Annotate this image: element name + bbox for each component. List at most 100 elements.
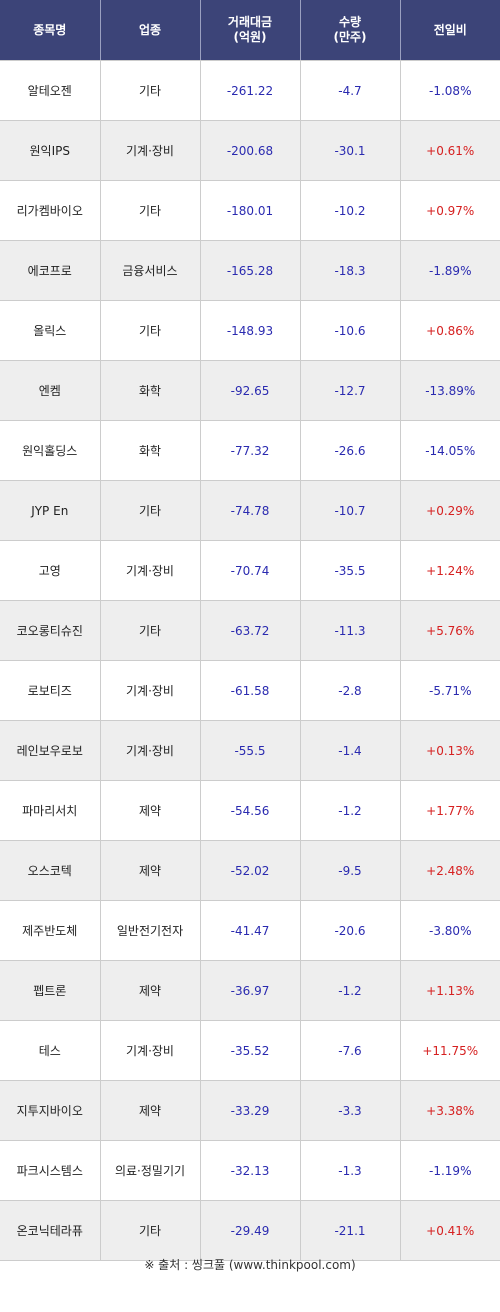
cell-change-rate: -14.05% [400,420,500,481]
source-note: ※ 출처 : 씽크풀 (www.thinkpool.com) [144,1258,356,1272]
header-name: 종목명 [0,0,101,61]
table-row: JYP En 기타 -74.78 -10.7 +0.29% [0,480,500,541]
cell-trade-amount: -41.47 [200,900,301,961]
cell-sector: 기계·장비 [100,720,201,781]
cell-quantity: -18.3 [300,240,401,301]
cell-quantity: -30.1 [300,120,401,181]
cell-stock-name: 테스 [0,1020,101,1081]
cell-quantity: -1.2 [300,780,401,841]
cell-trade-amount: -29.49 [200,1200,301,1261]
cell-stock-name: 코오롱티슈진 [0,600,101,661]
cell-quantity: -1.3 [300,1140,401,1201]
cell-change-rate: +1.13% [400,960,500,1021]
cell-stock-name: 펩트론 [0,960,101,1021]
cell-stock-name: 제주반도체 [0,900,101,961]
header-qty-line2: (만주) [333,30,367,44]
cell-change-rate: +11.75% [400,1020,500,1081]
cell-sector: 제약 [100,960,201,1021]
cell-sector: 화학 [100,420,201,481]
cell-trade-amount: -55.5 [200,720,301,781]
cell-change-rate: +0.13% [400,720,500,781]
cell-trade-amount: -77.32 [200,420,301,481]
table-row: 에코프로 금융서비스 -165.28 -18.3 -1.89% [0,240,500,301]
cell-sector: 기계·장비 [100,120,201,181]
cell-sector: 금융서비스 [100,240,201,301]
cell-change-rate: +5.76% [400,600,500,661]
cell-quantity: -35.5 [300,540,401,601]
cell-trade-amount: -165.28 [200,240,301,301]
cell-trade-amount: -32.13 [200,1140,301,1201]
cell-quantity: -9.5 [300,840,401,901]
cell-change-rate: +0.61% [400,120,500,181]
cell-stock-name: 레인보우로보 [0,720,101,781]
cell-stock-name: 지투지바이오 [0,1080,101,1141]
cell-quantity: -10.6 [300,300,401,361]
cell-stock-name: 원익IPS [0,120,101,181]
table-row: 레인보우로보 기계·장비 -55.5 -1.4 +0.13% [0,720,500,781]
table-row: 파마리서치 제약 -54.56 -1.2 +1.77% [0,780,500,841]
table-row: 제주반도체 일반전기전자 -41.47 -20.6 -3.80% [0,900,500,961]
cell-quantity: -26.6 [300,420,401,481]
cell-sector: 기타 [100,1200,201,1261]
cell-stock-name: 에코프로 [0,240,101,301]
table-row: 리가켐바이오 기타 -180.01 -10.2 +0.97% [0,180,500,241]
cell-trade-amount: -54.56 [200,780,301,841]
stock-table: 종목명 업종 거래대금 (억원) 수량 (만주) 전일비 알테오젠 기타 -261.… [0,0,500,1261]
cell-change-rate: +0.97% [400,180,500,241]
table-row: 오스코텍 제약 -52.02 -9.5 +2.48% [0,840,500,901]
cell-stock-name: 원익홀딩스 [0,420,101,481]
cell-sector: 기계·장비 [100,1020,201,1081]
cell-trade-amount: -52.02 [200,840,301,901]
cell-stock-name: JYP En [0,480,101,541]
cell-quantity: -21.1 [300,1200,401,1261]
cell-sector: 제약 [100,1080,201,1141]
cell-stock-name: 리가켐바이오 [0,180,101,241]
cell-sector: 기계·장비 [100,660,201,721]
cell-quantity: -10.7 [300,480,401,541]
cell-trade-amount: -92.65 [200,360,301,421]
cell-trade-amount: -180.01 [200,180,301,241]
cell-stock-name: 온코닉테라퓨 [0,1200,101,1261]
header-amount: 거래대금 (억원) [200,0,301,61]
cell-quantity: -2.8 [300,660,401,721]
cell-change-rate: -3.80% [400,900,500,961]
cell-trade-amount: -35.52 [200,1020,301,1081]
table-row: 코오롱티슈진 기타 -63.72 -11.3 +5.76% [0,600,500,661]
cell-sector: 기계·장비 [100,540,201,601]
cell-trade-amount: -70.74 [200,540,301,601]
cell-quantity: -1.2 [300,960,401,1021]
cell-quantity: -4.7 [300,60,401,121]
cell-stock-name: 파마리서치 [0,780,101,841]
cell-trade-amount: -74.78 [200,480,301,541]
cell-sector: 기타 [100,600,201,661]
cell-stock-name: 올릭스 [0,300,101,361]
table-row: 지투지바이오 제약 -33.29 -3.3 +3.38% [0,1080,500,1141]
table-row: 로보티즈 기계·장비 -61.58 -2.8 -5.71% [0,660,500,721]
cell-change-rate: -1.08% [400,60,500,121]
table-header-row: 종목명 업종 거래대금 (억원) 수량 (만주) 전일비 [0,0,500,61]
cell-sector: 제약 [100,780,201,841]
cell-sector: 기타 [100,60,201,121]
header-sector: 업종 [100,0,201,61]
header-amount-line2: (억원) [233,30,267,44]
table-row: 파크시스템스 의료·정밀기기 -32.13 -1.3 -1.19% [0,1140,500,1201]
header-qty: 수량 (만주) [300,0,401,61]
cell-trade-amount: -261.22 [200,60,301,121]
cell-change-rate: +1.77% [400,780,500,841]
cell-change-rate: -1.19% [400,1140,500,1201]
cell-change-rate: +1.24% [400,540,500,601]
cell-sector: 기타 [100,300,201,361]
cell-stock-name: 엔켐 [0,360,101,421]
cell-change-rate: -13.89% [400,360,500,421]
cell-sector: 기타 [100,180,201,241]
cell-sector: 제약 [100,840,201,901]
cell-stock-name: 오스코텍 [0,840,101,901]
cell-sector: 의료·정밀기기 [100,1140,201,1201]
table-row: 엔켐 화학 -92.65 -12.7 -13.89% [0,360,500,421]
cell-change-rate: +0.29% [400,480,500,541]
cell-change-rate: +2.48% [400,840,500,901]
table-row: 알테오젠 기타 -261.22 -4.7 -1.08% [0,60,500,121]
cell-sector: 화학 [100,360,201,421]
cell-change-rate: -5.71% [400,660,500,721]
